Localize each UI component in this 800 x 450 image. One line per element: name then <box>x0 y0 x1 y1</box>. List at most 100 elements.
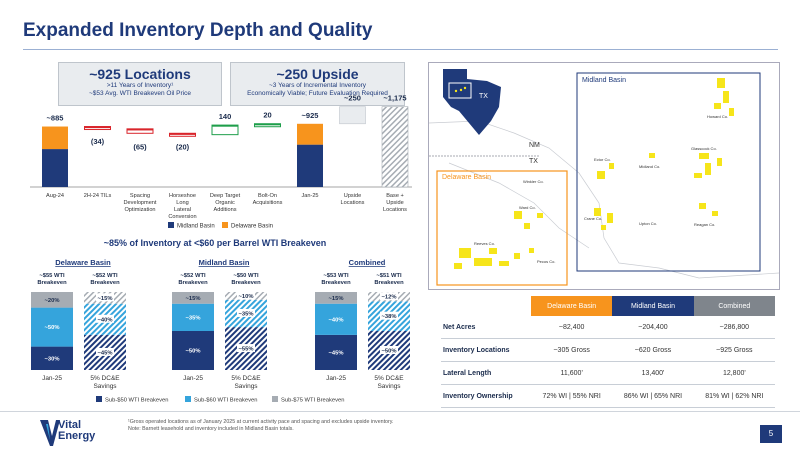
bar-step-edge-2 <box>127 128 153 131</box>
be-legend-label-0: Sub-$50 WTI Breakeven <box>105 398 168 404</box>
county-upton: Upton Co. <box>639 221 657 226</box>
county-ward: Ward Co. <box>519 205 536 210</box>
inset-map: TX <box>443 69 501 135</box>
category-label-0: Aug-24 <box>46 193 64 199</box>
segment-label-bg-1-1-2 <box>237 291 255 300</box>
table-cell: 12,800' <box>693 361 775 385</box>
bar-midland-0 <box>42 149 68 187</box>
county-winkler: Winkler Co. <box>523 179 544 184</box>
be-legend-label-1: Sub-$60 WTI Breakeven <box>194 398 257 404</box>
nm-label: NM <box>529 142 540 149</box>
segment-label-0-1-2: ~15% <box>98 296 113 302</box>
river-line <box>448 162 590 249</box>
kpi-locations-line1: >11 Years of Inventory¹ <box>106 82 174 89</box>
value-label-1: (34) <box>91 137 105 146</box>
table-row-label: Net Acres <box>441 316 531 339</box>
table-row: Inventory Ownership 72% WI | 55% NRI 86% W… <box>441 384 775 408</box>
inset-highlight <box>448 82 472 99</box>
bar-header-2-0: ~$53 WTI Breakeven <box>321 273 351 286</box>
segment-0-0-2 <box>31 292 73 308</box>
kpi-upside-line1: ~3 Years of Incremental Inventory <box>268 82 367 89</box>
category-label-5: Bolt-On Acquisitions <box>253 193 283 206</box>
kpi-upside-line2: Economically Viable; Future Evaluation R… <box>247 90 388 97</box>
bar-xlabel-0-1: 5% DC&E Savings <box>90 375 120 390</box>
table-header-combined: Combined <box>693 296 775 316</box>
bar-base-upside <box>381 106 409 188</box>
table-corner <box>441 296 531 316</box>
bar-delaware-6 <box>297 123 323 145</box>
table-row: Lateral Length 11,600' 13,400' 12,800' <box>441 361 775 385</box>
inset-tx-label: TX <box>479 93 488 100</box>
bar-xlabel-1-1: 5% DC&E Savings <box>231 375 261 390</box>
footnote: ¹Gross operated locations as of January … <box>128 419 394 433</box>
basin-summary-table: Delaware Basin Midland Basin Combined Ne… <box>441 296 775 408</box>
segment-2-0-0 <box>315 334 357 370</box>
table-cell: 81% WI | 62% NRI <box>693 384 775 408</box>
segment-label-bg-0-1-0 <box>96 347 114 356</box>
segment-label-bg-1-1-1 <box>237 308 255 317</box>
category-label-1: 2H-24 TILs <box>84 193 112 199</box>
county-reagan: Reagan Co. <box>694 222 715 227</box>
table-cell: 11,600' <box>531 361 613 385</box>
bar-header-0-0: ~$55 WTI Breakeven <box>37 273 67 286</box>
segment-2-0-2 <box>315 292 357 304</box>
waterfall-chart: ~885 Aug-24 (34) 2H-24 TILs (65) Spacing Devel… <box>30 94 412 230</box>
value-label-0: ~885 <box>47 114 64 123</box>
segment-0-0-0 <box>31 346 73 370</box>
group-title-0: Delaware Basin <box>55 258 111 267</box>
county-glasscock: Glasscock Co. <box>691 146 717 151</box>
category-label-6: Jan-25 <box>301 193 318 199</box>
table-row-label: Inventory Ownership <box>441 384 531 408</box>
delaware-basin-outline <box>436 170 568 286</box>
segment-label-0-0-2: ~20% <box>45 298 60 304</box>
table-header-delaware: Delaware Basin <box>531 296 613 316</box>
be-legend-swatch-1 <box>185 396 191 402</box>
kpi-locations-line2: ~$53 Avg. WTI Breakeven Oil Price <box>89 90 191 97</box>
midland-basin-outline <box>576 72 761 272</box>
segment-1-0-0 <box>172 331 214 370</box>
county-crane: Crane Co. <box>584 216 602 221</box>
segment-label-1-0-2: ~15% <box>186 296 201 302</box>
segment-label-1-1-1: ~35% <box>239 311 254 317</box>
county-howard: Howard Co. <box>707 114 728 119</box>
category-label-7: Upside Locations <box>341 193 365 206</box>
breakeven-section-title: ~85% of Inventory at <$60 per Barrel WTI… <box>103 238 327 248</box>
table-cell: 72% WI | 55% NRI <box>531 384 613 408</box>
value-label-6: ~925 <box>302 111 319 120</box>
segment-1-0-1 <box>172 303 214 331</box>
segment-label-bg-0-1-2 <box>96 293 114 302</box>
table-cell: ~305 Gross <box>531 338 613 362</box>
bar-upside <box>339 106 366 125</box>
table-cell: ~620 Gross <box>612 338 694 362</box>
segment-label-2-1-0: ~50% <box>382 349 397 355</box>
bar-xlabel-1-0: Jan-25 <box>183 375 203 382</box>
delaware-basin-label: Delaware Basin <box>442 174 491 181</box>
bar-step-edge-1 <box>84 126 111 129</box>
bar-xlabel-2-0: Jan-25 <box>326 375 346 382</box>
value-label-5: 20 <box>263 111 271 120</box>
table-header-midland: Midland Basin <box>612 296 694 316</box>
bar-delaware-0 <box>42 126 68 150</box>
segment-label-2-1-1: ~38% <box>382 314 397 320</box>
table-cell: 86% WI | 65% NRI <box>612 384 694 408</box>
segment-2-0-1 <box>315 303 357 335</box>
legend-label-0: Midland Basin <box>177 224 215 230</box>
category-label-2: Spacing Development Optimization <box>124 193 157 213</box>
page-title: Expanded Inventory Depth and Quality <box>23 20 373 41</box>
segment-label-bg-0-1-1 <box>96 314 114 323</box>
be-legend-label-2: Sub-$75 WTI Breakeven <box>281 398 344 404</box>
table-cell: ~925 Gross <box>693 338 775 362</box>
title-divider <box>23 49 778 50</box>
value-label-4: 140 <box>219 112 232 121</box>
bar-header-1-1: ~$50 WTI Breakeven <box>231 273 261 286</box>
kpi-locations-box: ~925 Locations >11 Years of Inventory¹ ~… <box>58 62 222 106</box>
segment-label-1-0-1: ~35% <box>186 315 201 321</box>
county-midland: Midland Co. <box>639 164 660 169</box>
logo-line2: Energy <box>58 430 96 442</box>
segment-label-2-1-2: ~12% <box>382 295 397 301</box>
segment-label-bg-2-1-1 <box>380 311 398 320</box>
segment-label-2-0-1: ~40% <box>329 317 344 323</box>
kpi-upside-box: ~250 Upside ~3 Years of Incremental Inve… <box>230 62 405 106</box>
value-label-3: (20) <box>176 143 190 152</box>
segment-label-1-1-0: ~55% <box>239 347 254 353</box>
